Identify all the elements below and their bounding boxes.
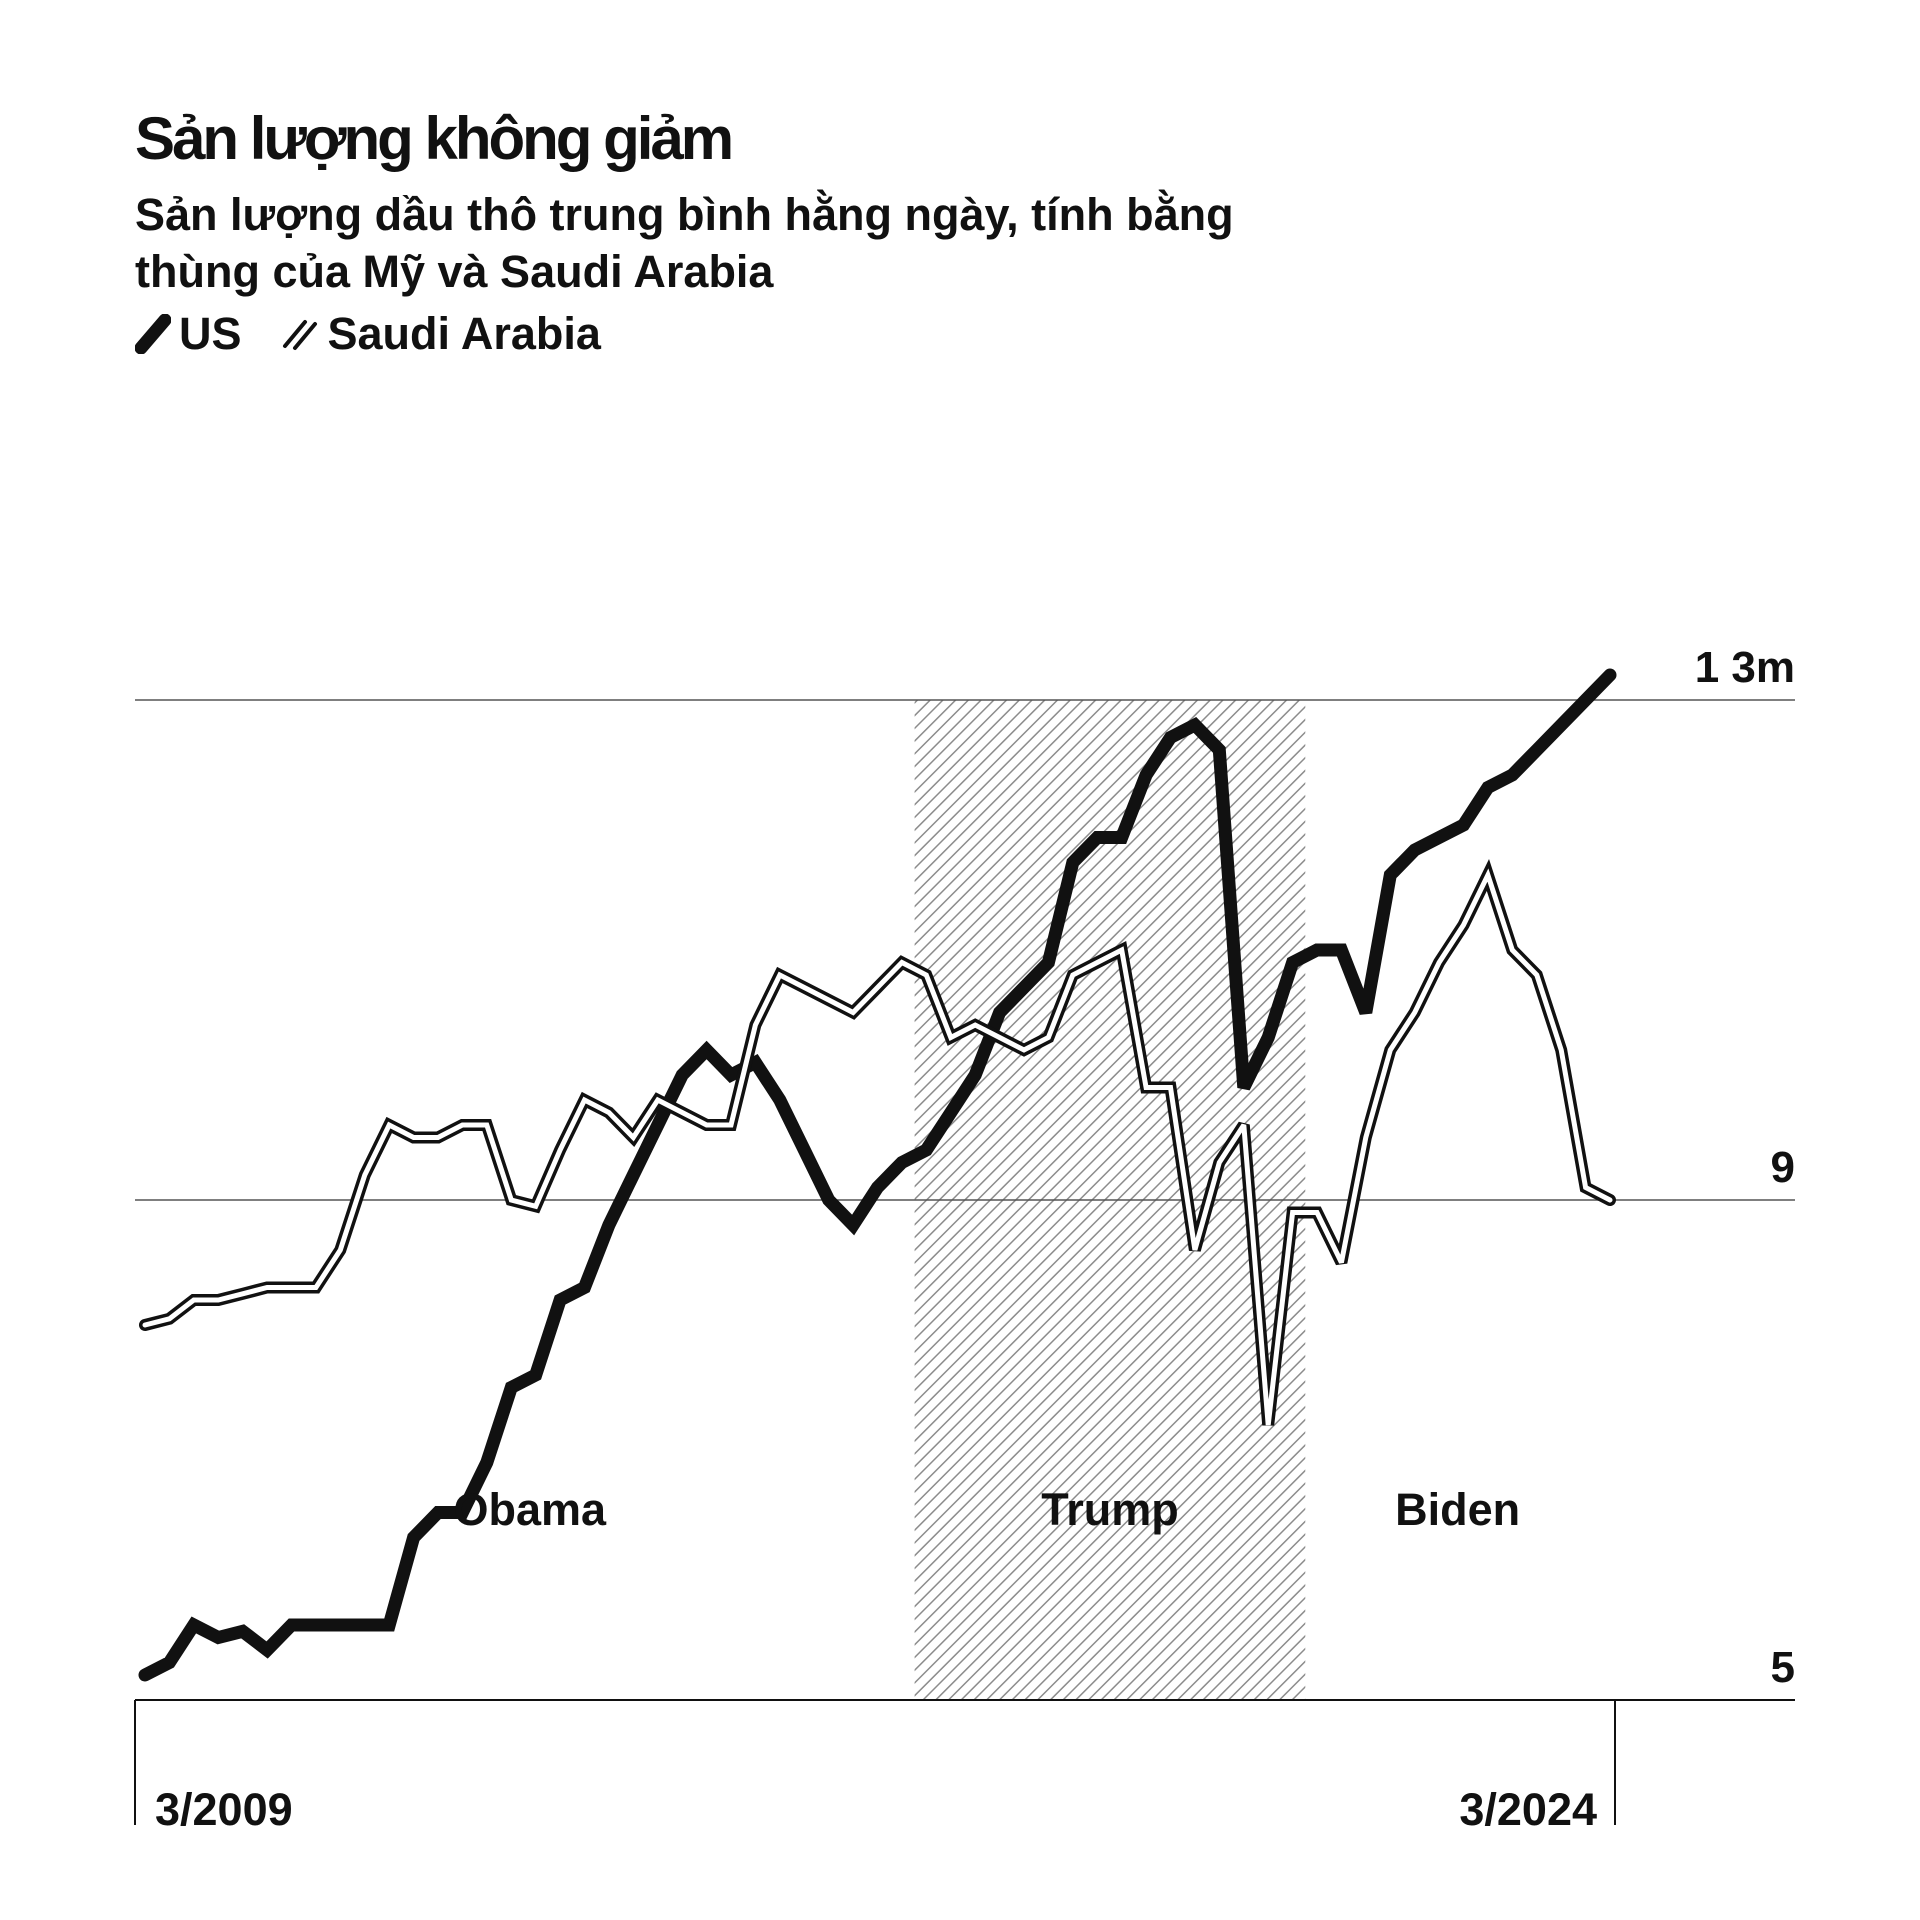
y-tick-label-9: 9 — [1771, 1143, 1795, 1192]
double-line-swatch-icon — [282, 320, 317, 350]
legend-item-us: US — [135, 308, 242, 360]
legend-item-saudi-arabia: Saudi Arabia — [280, 308, 601, 360]
legend-label-saudi-arabia: Saudi Arabia — [327, 308, 601, 359]
legend: US Saudi Arabia — [135, 308, 639, 360]
series-line-saudi-arabia-outer — [139, 859, 1616, 1426]
chart-title: Sản lượng không giảm — [135, 105, 734, 172]
legend-label-us: US — [179, 308, 242, 359]
period-label-biden: Biden — [1395, 1484, 1520, 1535]
y-tick-label-13: 1 3m — [1695, 643, 1795, 692]
x-axis-start-label: 3/2009 — [155, 1784, 293, 1835]
period-label-trump: Trump — [1041, 1484, 1179, 1535]
series-line-us — [138, 668, 1617, 1682]
period-label-obama: Obama — [454, 1484, 608, 1535]
y-tick-label-5: 5 — [1771, 1643, 1795, 1692]
series-line-saudi-arabia-inner — [142, 868, 1613, 1426]
solid-line-swatch-icon — [135, 314, 171, 354]
x-axis-end-label: 3/2024 — [1459, 1784, 1597, 1835]
chart-subtitle: Sản lượng dầu thô trung bình hằng ngày, … — [135, 189, 1234, 297]
